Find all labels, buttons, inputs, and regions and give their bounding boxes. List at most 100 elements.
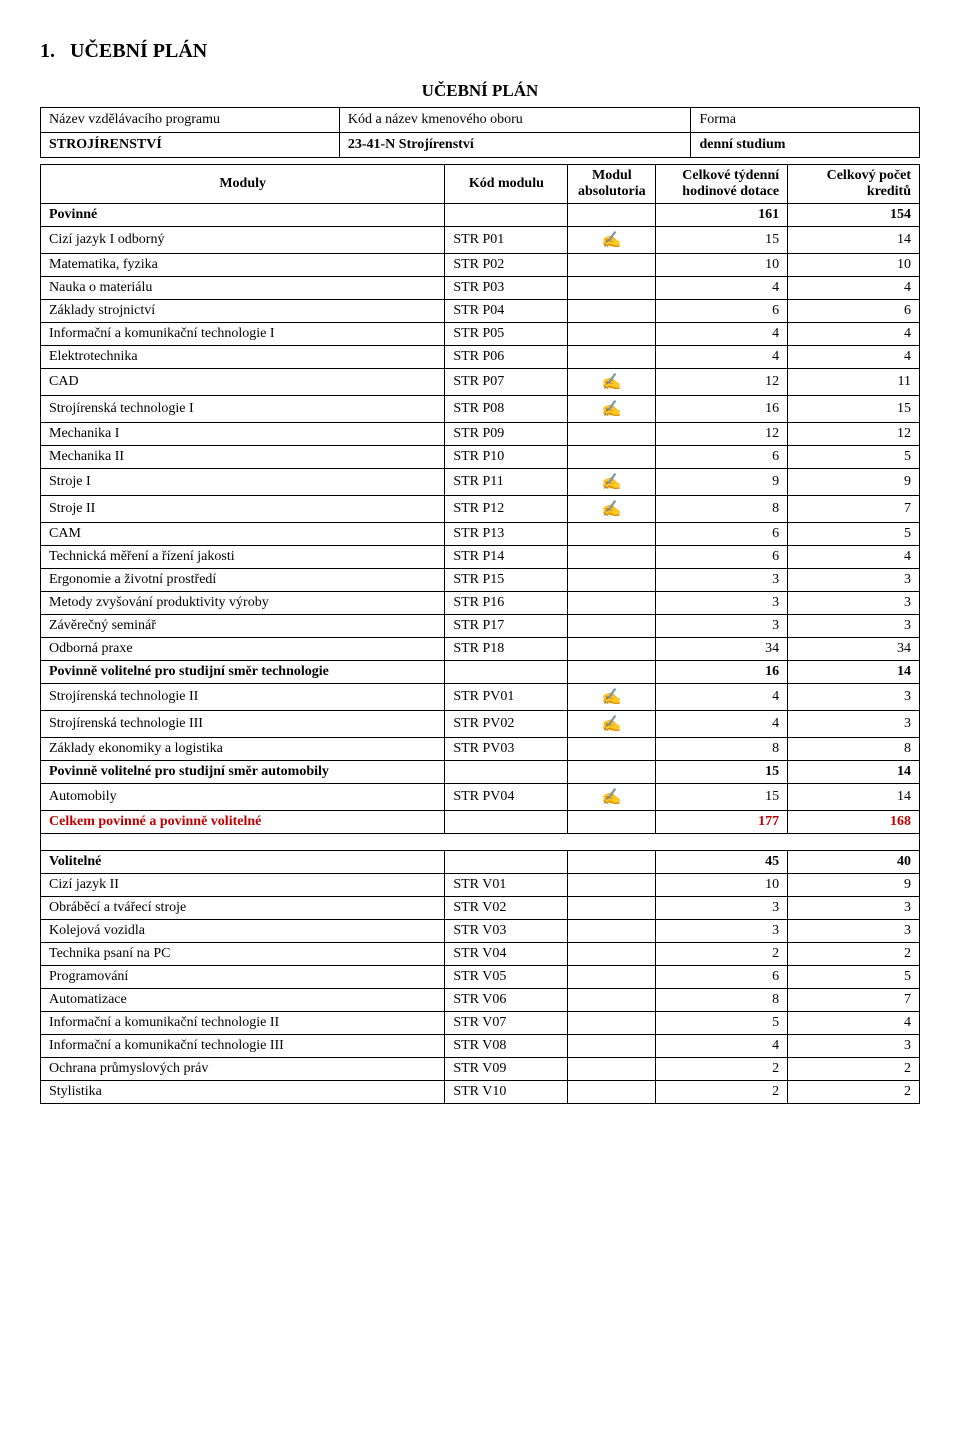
module-name: Automatizace (41, 989, 445, 1012)
grp-weekly: 15 (656, 761, 788, 784)
table-row: Metody zvyšování produktivity výrobySTR … (41, 592, 920, 615)
module-name: Odborná praxe (41, 638, 445, 661)
module-name: Programování (41, 966, 445, 989)
hdr1-c2: Kód a název kmenového oboru (339, 108, 691, 133)
table-row: Mechanika IISTR P1065 (41, 446, 920, 469)
module-code: STR P15 (445, 569, 568, 592)
weekly-hours: 15 (656, 784, 788, 811)
credits: 7 (788, 496, 920, 523)
module-code: STR V10 (445, 1081, 568, 1104)
credits: 3 (788, 920, 920, 943)
weekly-hours: 6 (656, 523, 788, 546)
abs-mark-icon: ✍ (568, 369, 656, 396)
module-code: STR P07 (445, 369, 568, 396)
abs-mark-icon (568, 523, 656, 546)
grp-label: Povinně volitelné pro studijní směr tech… (41, 661, 445, 684)
module-code: STR V02 (445, 897, 568, 920)
weekly-hours: 10 (656, 874, 788, 897)
abs-mark-icon (568, 738, 656, 761)
table-row: Cizí jazyk I odbornýSTR P01✍1514 (41, 227, 920, 254)
module-code: STR V03 (445, 920, 568, 943)
weekly-hours: 3 (656, 615, 788, 638)
abs-mark-icon (568, 1035, 656, 1058)
module-name: CAD (41, 369, 445, 396)
abs-mark-icon (568, 423, 656, 446)
credits: 14 (788, 227, 920, 254)
weekly-hours: 4 (656, 711, 788, 738)
credits: 3 (788, 711, 920, 738)
credits: 3 (788, 592, 920, 615)
abs-mark-icon (568, 1081, 656, 1104)
table-row: CADSTR P07✍1211 (41, 369, 920, 396)
abs-mark-icon (568, 1058, 656, 1081)
abs-mark-icon (568, 989, 656, 1012)
module-name: Cizí jazyk II (41, 874, 445, 897)
module-code: STR V07 (445, 1012, 568, 1035)
table-row: Nauka o materiáluSTR P0344 (41, 277, 920, 300)
table-row: Strojírenská technologie IISTR PV01✍43 (41, 684, 920, 711)
abs-mark-icon (568, 897, 656, 920)
table-row: Kolejová vozidlaSTR V0333 (41, 920, 920, 943)
module-code: STR P04 (445, 300, 568, 323)
module-name: Ergonomie a životní prostředí (41, 569, 445, 592)
table-row: Technika psaní na PCSTR V0422 (41, 943, 920, 966)
abs-mark-icon: ✍ (568, 784, 656, 811)
credits: 9 (788, 469, 920, 496)
hdr2-c1: STROJÍRENSTVÍ (41, 133, 340, 158)
weekly-hours: 9 (656, 469, 788, 496)
grp-credits: 154 (788, 204, 920, 227)
credits: 11 (788, 369, 920, 396)
abs-mark-icon (568, 346, 656, 369)
credits: 9 (788, 874, 920, 897)
module-code: STR P09 (445, 423, 568, 446)
module-code: STR P05 (445, 323, 568, 346)
module-code: STR V04 (445, 943, 568, 966)
abs-mark-icon (568, 874, 656, 897)
credits: 34 (788, 638, 920, 661)
abs-mark-icon (568, 546, 656, 569)
table-row: Cizí jazyk IISTR V01109 (41, 874, 920, 897)
page: 1. UČEBNÍ PLÁN UČEBNÍ PLÁN Název vzděláv… (10, 40, 950, 1164)
credits: 6 (788, 300, 920, 323)
module-name: Strojírenská technologie III (41, 711, 445, 738)
module-name: Informační a komunikační technologie III (41, 1035, 445, 1058)
module-name: Technická měření a řízení jakosti (41, 546, 445, 569)
credits: 15 (788, 396, 920, 423)
module-name: Obráběcí a tvářecí stroje (41, 897, 445, 920)
module-code: STR P01 (445, 227, 568, 254)
weekly-hours: 4 (656, 323, 788, 346)
table-row: Stroje IISTR P12✍87 (41, 496, 920, 523)
abs-mark-icon (568, 323, 656, 346)
module-name: Cizí jazyk I odborný (41, 227, 445, 254)
group-row-pv-tech: Povinně volitelné pro studijní směr tech… (41, 661, 920, 684)
module-code: STR P03 (445, 277, 568, 300)
module-code: STR P16 (445, 592, 568, 615)
col-moduly: Moduly (41, 165, 445, 204)
module-code: STR PV01 (445, 684, 568, 711)
weekly-hours: 10 (656, 254, 788, 277)
module-name: Strojírenská technologie II (41, 684, 445, 711)
weekly-hours: 2 (656, 943, 788, 966)
weekly-hours: 5 (656, 1012, 788, 1035)
weekly-hours: 4 (656, 346, 788, 369)
module-name: Metody zvyšování produktivity výroby (41, 592, 445, 615)
section-title-text: UČEBNÍ PLÁN (70, 40, 207, 62)
weekly-hours: 3 (656, 897, 788, 920)
weekly-hours: 4 (656, 1035, 788, 1058)
weekly-hours: 8 (656, 738, 788, 761)
module-name: CAM (41, 523, 445, 546)
weekly-hours: 2 (656, 1081, 788, 1104)
section-heading: 1. UČEBNÍ PLÁN (40, 40, 920, 63)
module-code: STR PV02 (445, 711, 568, 738)
table-row: Strojírenská technologie ISTR P08✍1615 (41, 396, 920, 423)
grp-label: Volitelné (41, 851, 445, 874)
table-row: Mechanika ISTR P091212 (41, 423, 920, 446)
table-row: Matematika, fyzikaSTR P021010 (41, 254, 920, 277)
credits: 5 (788, 966, 920, 989)
module-code: STR PV04 (445, 784, 568, 811)
module-code: STR P17 (445, 615, 568, 638)
weekly-hours: 6 (656, 300, 788, 323)
table-row: Ergonomie a životní prostředíSTR P1533 (41, 569, 920, 592)
credits: 3 (788, 897, 920, 920)
table-row: Informační a komunikační technologie IST… (41, 323, 920, 346)
